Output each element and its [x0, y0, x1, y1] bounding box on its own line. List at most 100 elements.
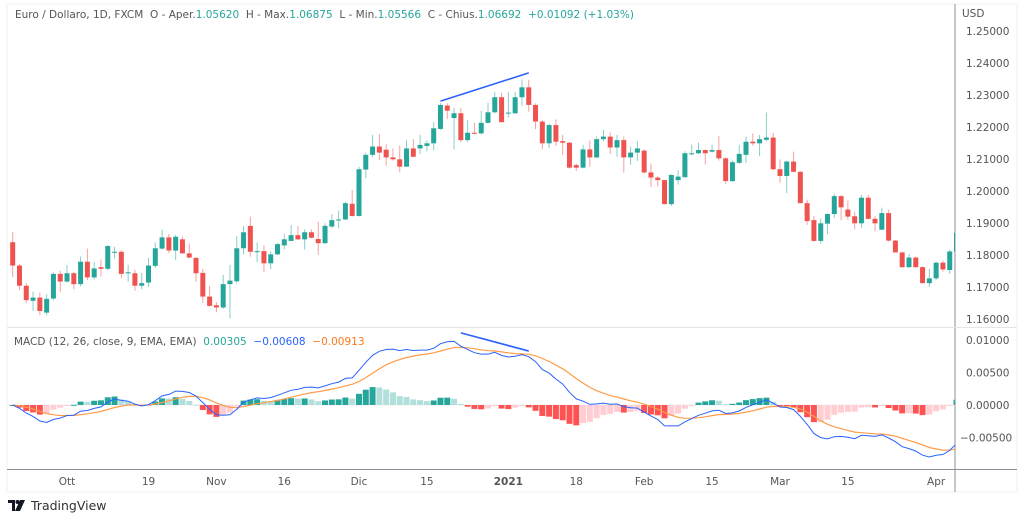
candle[interactable]	[179, 236, 185, 254]
candle[interactable]	[16, 263, 22, 291]
candle[interactable]	[892, 239, 898, 253]
candle[interactable]	[757, 135, 763, 157]
candle[interactable]	[600, 129, 606, 142]
candle[interactable]	[926, 268, 932, 287]
candle[interactable]	[91, 261, 97, 280]
candle[interactable]	[573, 163, 579, 171]
candle[interactable]	[804, 199, 810, 225]
candle[interactable]	[37, 292, 43, 316]
tradingview-brand[interactable]: TradingView	[8, 498, 107, 513]
candle[interactable]	[261, 245, 267, 273]
candle[interactable]	[587, 140, 593, 167]
candle[interactable]	[886, 209, 892, 242]
candle[interactable]	[424, 140, 430, 152]
candle[interactable]	[363, 152, 369, 179]
candle[interactable]	[770, 132, 776, 171]
candle[interactable]	[431, 122, 437, 151]
candle[interactable]	[845, 200, 851, 220]
candle[interactable]	[954, 229, 959, 253]
candle[interactable]	[729, 160, 735, 183]
candle[interactable]	[736, 144, 742, 164]
candle[interactable]	[825, 213, 830, 235]
time-axis[interactable]: Ott 19 Nov 16 Dic 15 2021 18 Feb 15 Mar 15 Apr	[59, 476, 946, 488]
candle[interactable]	[213, 302, 219, 313]
price-axis[interactable]: USD 1.25000 1.24000 1.23000 1.22000 1.21000 1…	[962, 8, 1009, 326]
candle[interactable]	[566, 142, 572, 169]
candle[interactable]	[159, 229, 165, 250]
candle[interactable]	[98, 259, 104, 277]
candle[interactable]	[118, 250, 124, 279]
candle[interactable]	[84, 248, 90, 280]
candle[interactable]	[152, 242, 158, 269]
candle[interactable]	[668, 174, 674, 207]
candle[interactable]	[349, 190, 355, 217]
candle[interactable]	[553, 119, 559, 146]
candle[interactable]	[940, 260, 946, 272]
candle[interactable]	[390, 148, 396, 161]
candle[interactable]	[621, 136, 627, 173]
candle[interactable]	[709, 144, 715, 153]
candle[interactable]	[336, 210, 342, 229]
candle[interactable]	[410, 139, 416, 158]
candle[interactable]	[811, 215, 817, 242]
candle[interactable]	[30, 291, 36, 311]
candle[interactable]	[539, 119, 545, 150]
price-trendline[interactable]	[440, 72, 529, 102]
candle[interactable]	[247, 216, 253, 257]
candle[interactable]	[634, 141, 640, 161]
candle[interactable]	[458, 108, 464, 143]
candle[interactable]	[499, 92, 505, 123]
candle[interactable]	[716, 135, 722, 161]
candle[interactable]	[614, 135, 620, 157]
candle[interactable]	[641, 149, 647, 174]
candle[interactable]	[404, 139, 410, 167]
candle[interactable]	[662, 180, 668, 205]
candle[interactable]	[485, 102, 491, 124]
candle[interactable]	[281, 233, 287, 250]
candle[interactable]	[342, 201, 348, 221]
candle[interactable]	[580, 144, 586, 169]
candle[interactable]	[533, 103, 539, 130]
candle[interactable]	[933, 261, 939, 281]
candle[interactable]	[858, 194, 864, 228]
candle[interactable]	[376, 134, 382, 161]
candle[interactable]	[64, 264, 70, 283]
macd-trendline[interactable]	[460, 332, 529, 352]
candle[interactable]	[139, 273, 145, 290]
candle[interactable]	[471, 122, 477, 135]
candle[interactable]	[750, 133, 756, 146]
candle[interactable]	[920, 266, 926, 284]
candle[interactable]	[682, 151, 688, 178]
candle[interactable]	[275, 242, 281, 255]
candle[interactable]	[329, 214, 335, 229]
candle[interactable]	[220, 274, 226, 309]
candle[interactable]	[308, 229, 314, 239]
candle[interactable]	[797, 171, 803, 204]
price-pane[interactable]	[10, 72, 959, 319]
candle[interactable]	[200, 268, 206, 303]
candle[interactable]	[186, 243, 192, 259]
candle[interactable]	[560, 134, 566, 155]
candle[interactable]	[105, 245, 111, 271]
candle[interactable]	[295, 226, 301, 241]
candle[interactable]	[125, 264, 131, 282]
candle[interactable]	[78, 256, 84, 287]
candle[interactable]	[607, 132, 613, 154]
candle[interactable]	[702, 149, 708, 165]
candle[interactable]	[50, 272, 56, 300]
candle[interactable]	[146, 257, 151, 287]
candle[interactable]	[743, 136, 749, 163]
candle[interactable]	[356, 166, 362, 217]
candle[interactable]	[207, 286, 213, 307]
candle[interactable]	[695, 142, 701, 155]
candle[interactable]	[777, 159, 783, 183]
candle[interactable]	[838, 195, 844, 221]
candle[interactable]	[689, 144, 695, 156]
candle[interactable]	[112, 246, 118, 259]
macd-pane[interactable]	[7, 332, 960, 458]
candle[interactable]	[315, 221, 321, 255]
candle[interactable]	[465, 119, 471, 143]
candle[interactable]	[44, 294, 50, 316]
candle[interactable]	[628, 146, 634, 165]
